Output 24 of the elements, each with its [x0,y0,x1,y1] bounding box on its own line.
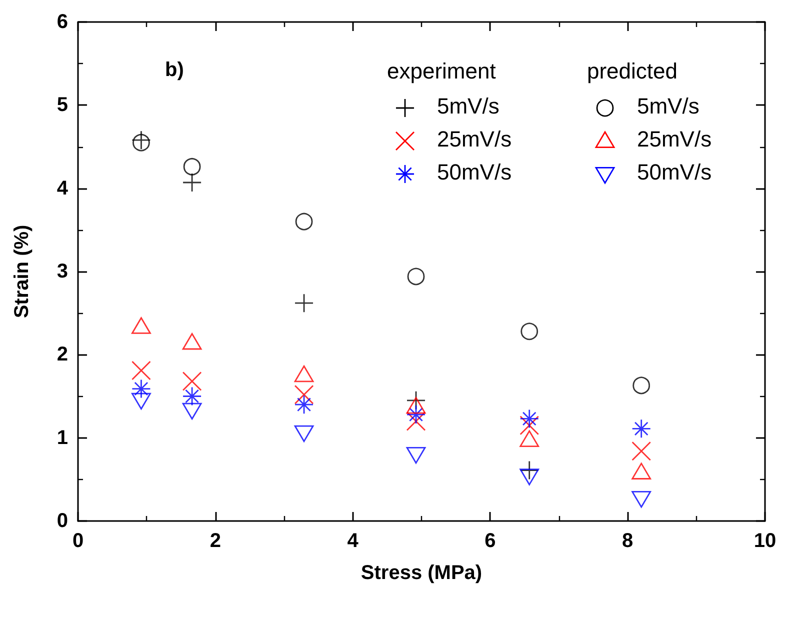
x-tick-label: 8 [622,530,634,552]
y-tick-label: 0 [56,510,68,532]
annotation: predicted [587,58,678,84]
legend-label: 50mV/s [637,160,712,184]
y-tick-label: 2 [56,344,68,366]
y-tick-label: 5 [56,94,68,116]
legend-label: 25mV/s [437,126,512,152]
annotation: experiment [387,58,496,84]
x-tick-label: 2 [210,530,221,552]
y-tick-label: 3 [56,260,68,282]
x-tick-label: 10 [754,530,776,552]
legend-label: 5mV/s [637,94,700,118]
legend-label: 50mV/s [437,160,512,184]
x-tick-label: 0 [72,530,84,552]
y-axis-title: Strain (%) [11,224,33,318]
annotation: b) [165,59,184,81]
x-tick-label: 4 [347,530,360,552]
x-tick-label: 6 [484,530,496,552]
y-tick-label: 1 [56,426,68,449]
y-tick-label: 4 [56,177,69,200]
x-axis-title: Stress (MPa) [360,562,482,584]
legend-label: 25mV/s [637,126,712,152]
y-tick-label: 6 [56,11,68,33]
legend-label: 5mV/s [437,94,500,118]
